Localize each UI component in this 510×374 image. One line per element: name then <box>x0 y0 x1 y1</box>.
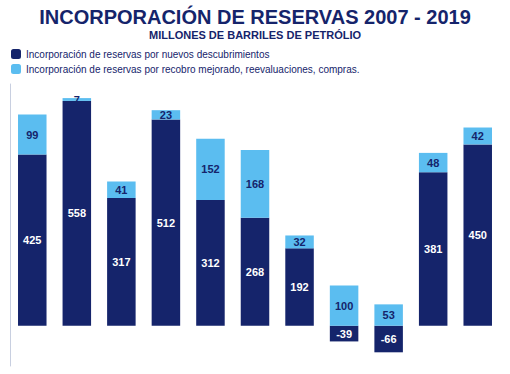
svg-text:450: 450 <box>469 229 487 241</box>
svg-text:558: 558 <box>68 207 86 219</box>
svg-text:317: 317 <box>112 256 130 268</box>
svg-text:-66: -66 <box>381 333 397 345</box>
svg-text:41: 41 <box>115 184 127 196</box>
svg-text:152: 152 <box>201 163 219 175</box>
svg-text:53: 53 <box>383 309 395 321</box>
svg-text:23: 23 <box>160 109 172 121</box>
svg-text:512: 512 <box>157 217 175 229</box>
svg-text:48: 48 <box>427 157 439 169</box>
svg-text:7: 7 <box>74 94 80 106</box>
svg-text:312: 312 <box>201 257 219 269</box>
svg-text:Incorporación de reservas por: Incorporación de reservas por recobro me… <box>26 64 360 75</box>
svg-text:MILLONES DE BARRILES DE PETRÓL: MILLONES DE BARRILES DE PETRÓLIO <box>149 29 362 41</box>
svg-text:425: 425 <box>23 234 41 246</box>
svg-text:168: 168 <box>246 178 264 190</box>
svg-text:268: 268 <box>246 266 264 278</box>
svg-text:INCORPORACIÓN DE RESERVAS 2007: INCORPORACIÓN DE RESERVAS 2007 - 2019 <box>39 5 471 28</box>
svg-text:100: 100 <box>335 300 353 312</box>
svg-text:192: 192 <box>290 281 308 293</box>
svg-text:99: 99 <box>26 129 38 141</box>
svg-text:381: 381 <box>424 243 442 255</box>
svg-text:32: 32 <box>293 236 305 248</box>
svg-text:42: 42 <box>472 130 484 142</box>
svg-text:Incorporación de reservas por: Incorporación de reservas por nuevos des… <box>26 49 269 60</box>
svg-text:-39: -39 <box>336 328 352 340</box>
